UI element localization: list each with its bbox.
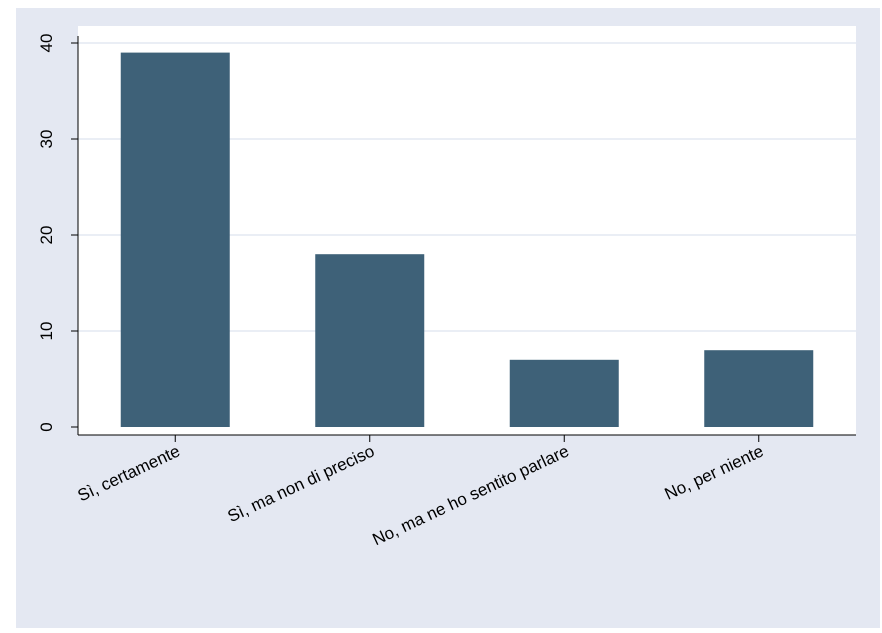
y-tick-label: 40 bbox=[37, 34, 56, 53]
bar bbox=[315, 254, 425, 427]
axes bbox=[71, 36, 856, 442]
bar bbox=[704, 350, 814, 427]
y-tick-label: 20 bbox=[37, 226, 56, 245]
y-tick-label: 30 bbox=[37, 130, 56, 149]
bars bbox=[120, 52, 814, 427]
y-tick-label: 0 bbox=[37, 422, 56, 431]
y-tick-label: 10 bbox=[37, 322, 56, 341]
bar bbox=[120, 52, 230, 427]
bar bbox=[509, 359, 619, 427]
chart-frame: 0 10 20 30 40 Sì, certamente Sì, ma non di pre… bbox=[16, 8, 880, 628]
